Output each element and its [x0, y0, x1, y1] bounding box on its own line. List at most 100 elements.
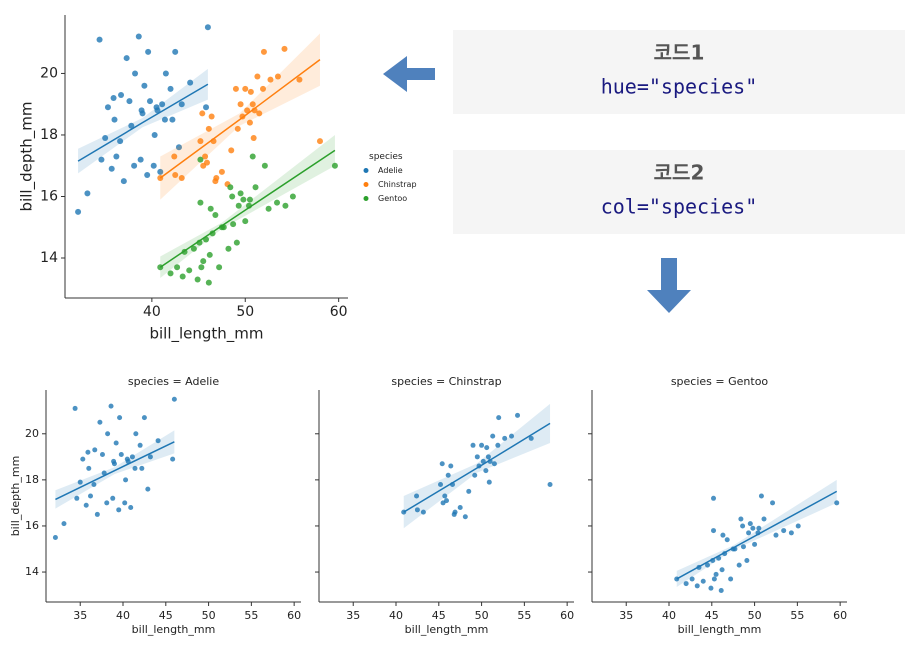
point — [111, 458, 117, 464]
point — [485, 454, 491, 460]
chart-title: species = Adelie — [128, 375, 219, 388]
point — [256, 110, 263, 117]
point — [155, 438, 161, 444]
point — [249, 153, 256, 160]
point — [289, 193, 296, 200]
point — [116, 507, 122, 513]
x-tick-label: 50 — [236, 304, 254, 320]
point — [123, 477, 129, 483]
point — [132, 465, 138, 471]
point — [216, 264, 223, 271]
point — [99, 452, 105, 458]
point — [470, 442, 476, 448]
legend-marker — [363, 182, 369, 187]
chart-title: species = Chinstrap — [391, 375, 501, 388]
x-tick-label: 40 — [116, 609, 130, 622]
point — [179, 273, 186, 280]
point — [761, 516, 767, 522]
point — [246, 119, 253, 126]
point — [86, 465, 92, 471]
point — [101, 470, 107, 476]
point — [147, 454, 153, 460]
x-tick-label: 35 — [619, 609, 633, 622]
point — [137, 442, 143, 448]
y-tick-label: 14 — [25, 565, 39, 578]
point — [240, 196, 247, 203]
point — [834, 500, 840, 506]
confidence-band — [78, 68, 208, 174]
x-tick-label: 45 — [705, 609, 719, 622]
point — [153, 104, 160, 111]
point — [261, 162, 268, 169]
x-tick-label: 55 — [244, 609, 258, 622]
point — [237, 101, 244, 108]
point — [159, 101, 166, 108]
note-box — [453, 30, 905, 114]
point — [118, 91, 125, 98]
point — [795, 523, 801, 529]
point — [202, 153, 209, 160]
point — [237, 190, 244, 197]
point — [252, 184, 259, 191]
point — [265, 205, 272, 212]
point — [145, 48, 152, 55]
regression-line — [159, 59, 321, 179]
point — [200, 258, 207, 265]
point — [683, 581, 689, 587]
note-title: 코드1 — [654, 41, 705, 65]
point — [773, 532, 779, 538]
point — [331, 162, 338, 169]
point — [466, 488, 472, 494]
point — [157, 168, 164, 175]
point — [740, 544, 746, 550]
point — [705, 562, 711, 568]
point — [420, 509, 426, 515]
point — [108, 165, 115, 172]
point — [167, 270, 174, 277]
point — [770, 500, 776, 506]
point — [197, 156, 204, 163]
point — [124, 456, 130, 462]
point — [736, 562, 742, 568]
point — [91, 481, 97, 487]
legend-marker — [363, 168, 369, 173]
point — [462, 514, 468, 520]
point — [738, 516, 744, 522]
point — [113, 440, 119, 446]
point — [150, 162, 157, 169]
point — [137, 156, 144, 163]
note-code: hue="species" — [601, 75, 758, 99]
point — [260, 48, 267, 55]
point — [445, 472, 451, 478]
point — [502, 435, 508, 441]
point — [547, 481, 553, 487]
x-tick-label: 60 — [560, 609, 574, 622]
point — [128, 505, 134, 511]
point — [77, 479, 83, 485]
point — [479, 442, 485, 448]
point — [85, 449, 91, 455]
point — [281, 45, 288, 52]
point — [528, 435, 534, 441]
point — [218, 168, 225, 175]
x-tick-label: 40 — [143, 304, 161, 320]
point — [172, 48, 179, 55]
point — [274, 199, 281, 206]
point — [718, 587, 724, 593]
point — [746, 530, 752, 536]
point — [186, 267, 193, 274]
point — [167, 85, 174, 92]
y-tick-label: 18 — [25, 473, 39, 486]
point — [205, 125, 212, 132]
point — [171, 153, 178, 160]
y-tick-label: 18 — [40, 127, 58, 143]
x-tick-label: 60 — [287, 609, 301, 622]
point — [234, 125, 241, 132]
x-tick-label: 45 — [159, 609, 173, 622]
point — [175, 144, 182, 151]
point — [84, 190, 91, 197]
point — [752, 541, 758, 547]
point — [515, 412, 521, 418]
point — [144, 171, 151, 178]
